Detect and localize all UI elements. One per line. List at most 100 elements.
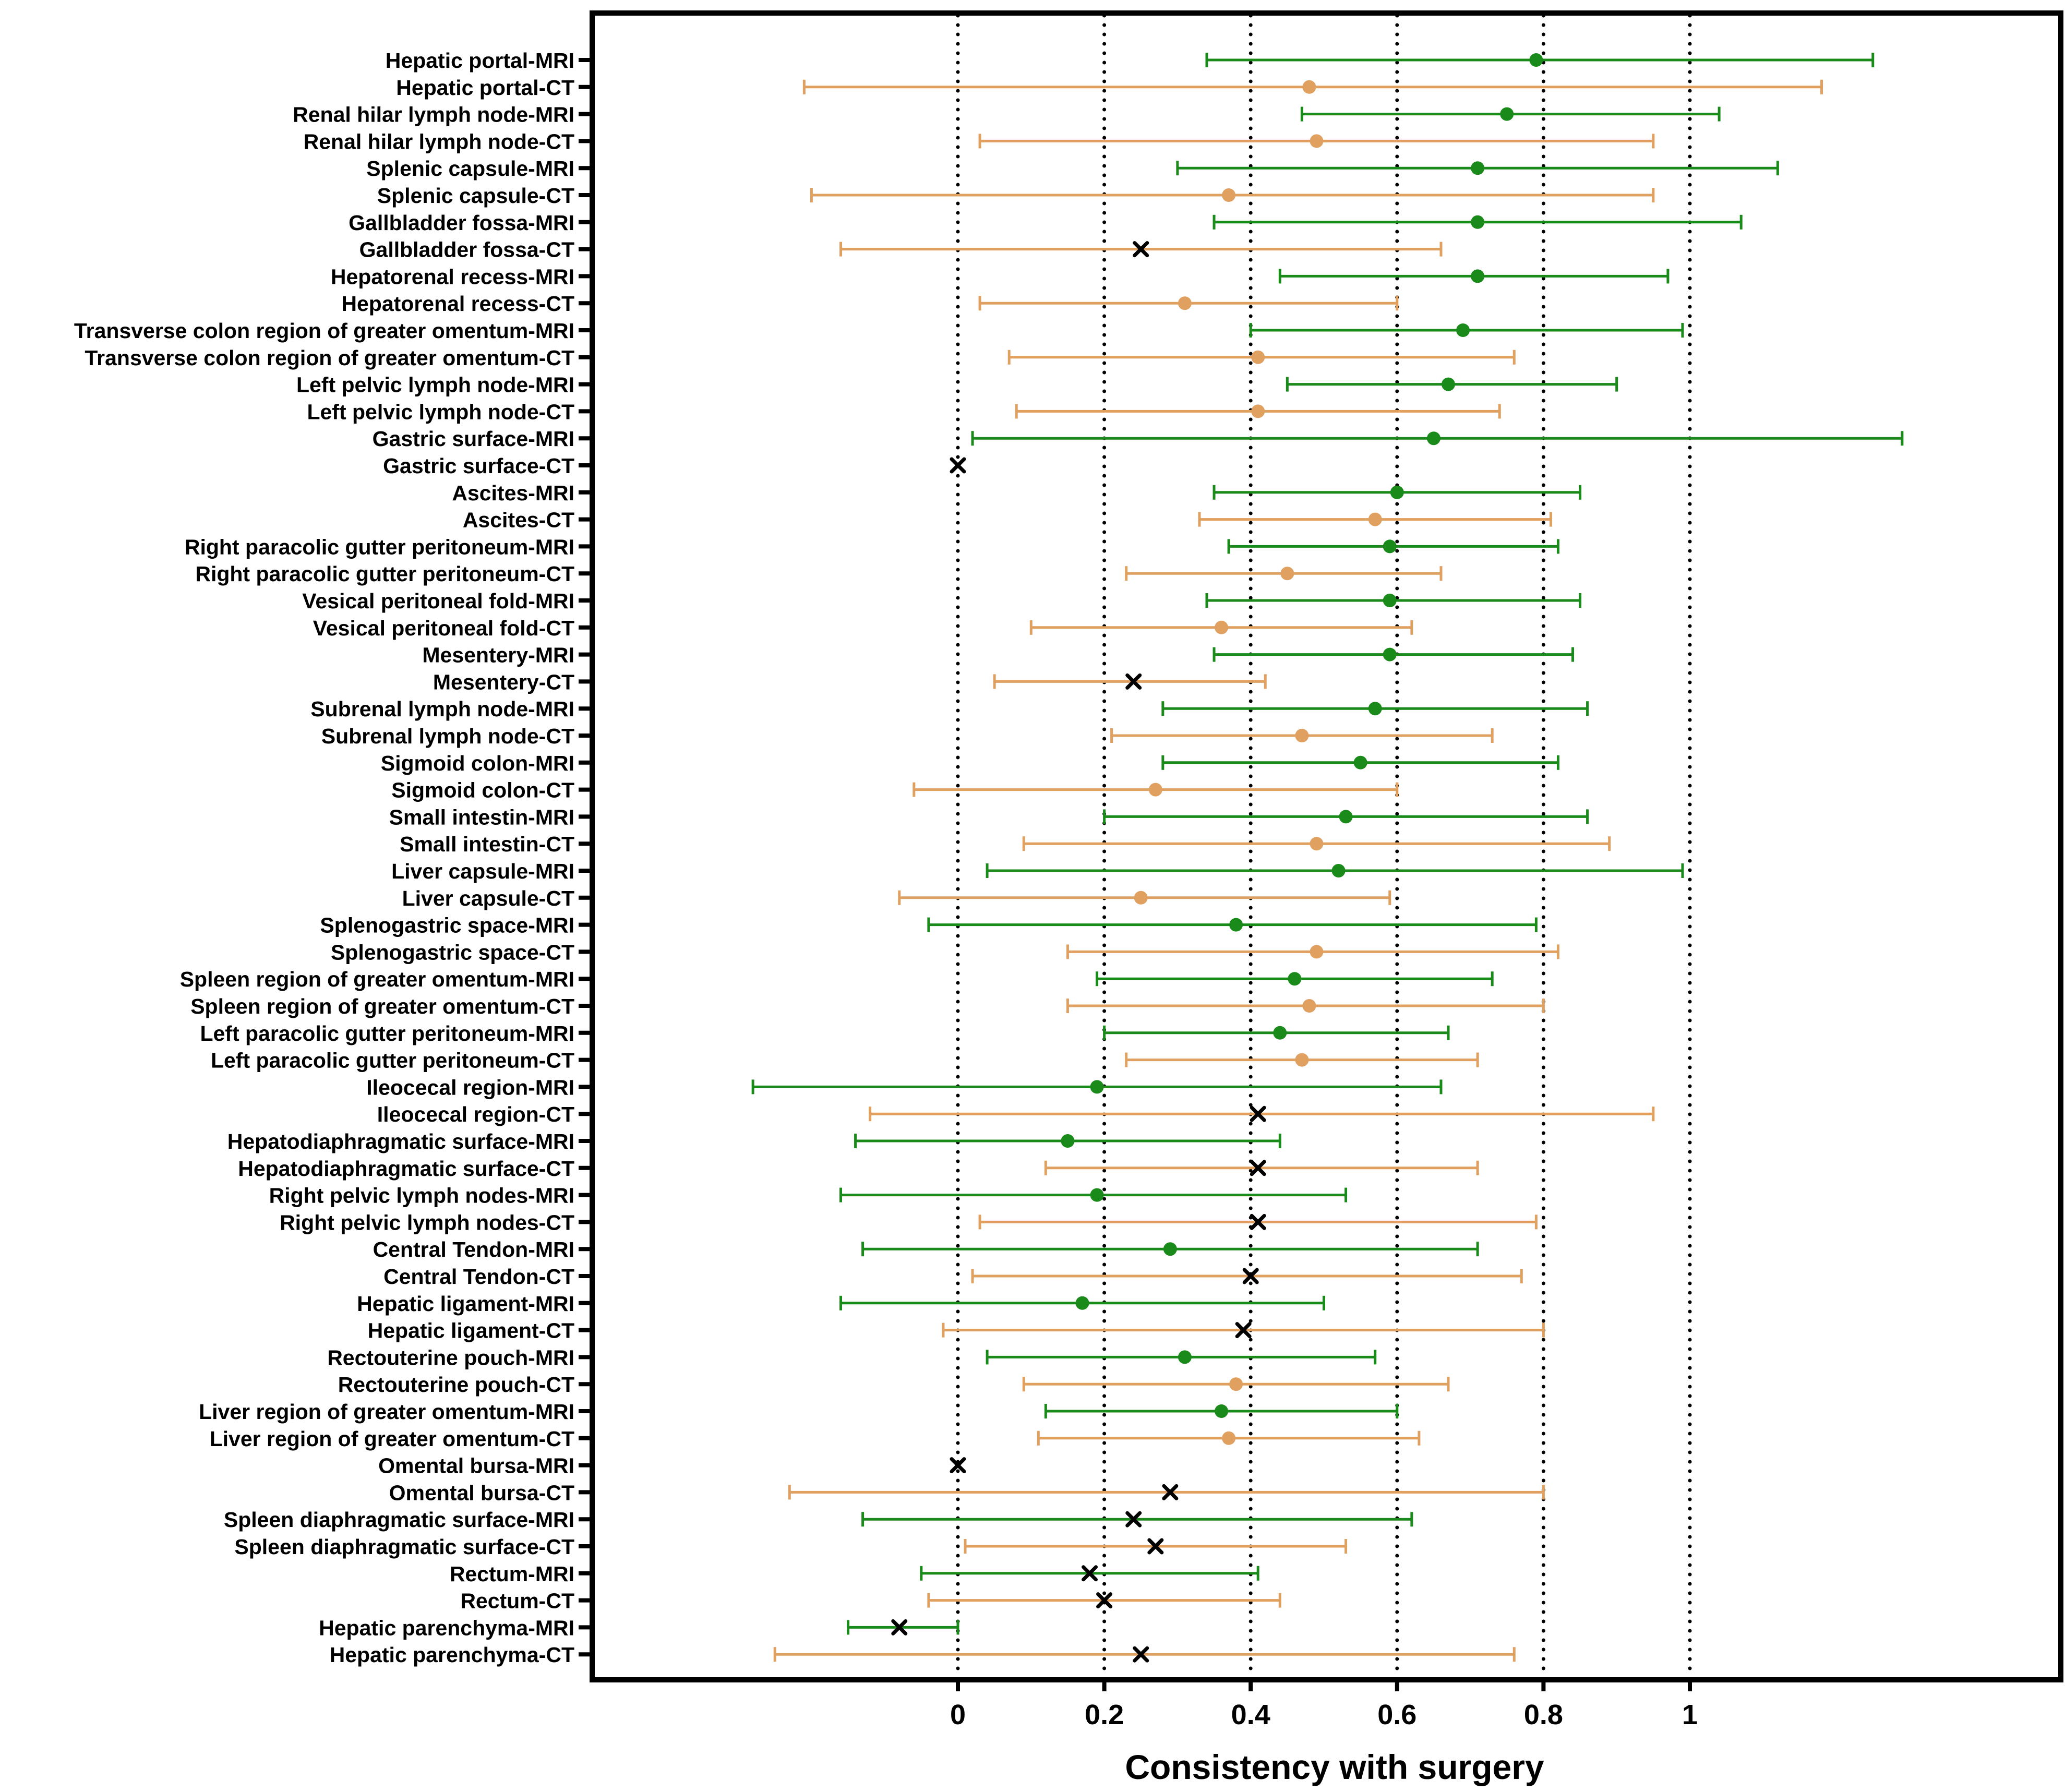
point-estimate-dot [1295,1053,1309,1067]
point-estimate-dot [1251,404,1265,418]
row-label: Omental bursa-CT [389,1481,574,1505]
row-label: Hepatodiaphragmatic surface-CT [238,1157,574,1181]
point-estimate-dot [1061,1134,1075,1148]
point-estimate-dot [1442,377,1456,391]
row-label: Subrenal lymph node-CT [321,724,574,748]
point-estimate-dot [1310,837,1324,851]
point-estimate-dot [1383,647,1397,662]
row-label: Rectum-CT [460,1589,574,1613]
point-estimate-x [1133,1646,1149,1663]
row-label: Hepatorenal recess-CT [341,292,574,316]
x-stroke [1242,1268,1259,1284]
row-label: Hepatic ligament-MRI [357,1292,574,1316]
row-label: Hepatic ligament-CT [368,1319,574,1343]
point-estimate-x [1250,1213,1266,1230]
row-label: Spleen region of greater omentum-MRI [180,967,574,991]
row-label: Gastric surface-MRI [373,427,574,451]
point-estimate-x [1096,1592,1113,1609]
row-label: Rectum-MRI [450,1562,574,1586]
point-estimate-dot [1390,485,1404,499]
point-estimate-dot [1178,1350,1192,1364]
point-estimate-dot [1471,269,1485,283]
row-label: Splenogastric space-CT [331,940,574,964]
point-estimate-dot [1310,134,1324,148]
row-label: Ascites-CT [463,508,574,532]
x-stroke [1133,1646,1149,1663]
x-stroke [1250,1213,1266,1230]
row-label: Sigmoid colon-CT [391,778,574,802]
row-label: Hepatic parenchyma-CT [330,1643,574,1667]
point-estimate-dot [1075,1296,1089,1310]
x-stroke [950,457,966,474]
x-stroke [1162,1484,1179,1500]
row-label: Sigmoid colon-MRI [381,751,574,775]
row-label: Splenic capsule-MRI [366,157,574,181]
x-stroke [1096,1592,1113,1609]
row-label: Central Tendon-MRI [373,1237,574,1261]
row-label: Liver region of greater omentum-CT [210,1427,574,1451]
point-estimate-x [1250,1105,1266,1122]
x-stroke [891,1619,908,1635]
row-label: Right pelvic lymph nodes-CT [280,1210,574,1234]
x-stroke [950,1457,966,1474]
row-label: Ileocecal region-CT [377,1102,574,1126]
row-label: Left paracolic gutter peritoneum-CT [211,1049,574,1073]
row-label: Omental bursa-MRI [378,1454,574,1478]
point-estimate-dot [1288,972,1302,986]
point-estimate-dot [1215,620,1229,634]
point-estimate-dot [1302,999,1316,1013]
point-estimate-x [1125,1511,1142,1528]
row-label: Small intestin-MRI [389,805,574,829]
point-estimate-dot [1310,945,1324,959]
row-label: Central Tendon-CT [383,1265,574,1289]
row-label: Renal hilar lymph node-MRI [293,103,574,127]
point-estimate-dot [1229,918,1243,932]
x-stroke [1125,673,1142,690]
row-label: Hepatic parenchyma-MRI [319,1616,574,1640]
point-estimate-dot [1383,594,1397,607]
row-label: Gallbladder fossa-MRI [349,211,574,235]
point-estimate-dot [1148,783,1162,797]
row-label: Right paracolic gutter peritoneum-CT [195,562,574,586]
row-label: Small intestin-CT [400,832,574,856]
x-tick-label: 0.4 [1231,1699,1270,1730]
point-estimate-dot [1339,810,1353,824]
row-label: Liver capsule-CT [402,886,574,910]
point-estimate-dot [1280,567,1294,581]
point-estimate-x [1242,1268,1259,1284]
row-label: Left pelvic lymph node-MRI [296,373,574,397]
point-estimate-dot [1529,53,1543,67]
point-estimate-dot [1368,512,1382,526]
row-label: Hepatorenal recess-MRI [331,264,574,288]
point-estimate-dot [1090,1080,1104,1094]
point-estimate-dot [1456,323,1470,337]
point-estimate-dot [1353,755,1367,769]
row-label: Ileocecal region-MRI [366,1075,574,1099]
x-stroke [1125,1511,1142,1528]
row-label: Mesentery-MRI [422,643,574,667]
row-label: Hepatic portal-CT [396,76,574,100]
point-estimate-dot [1090,1188,1104,1202]
reference-lines [956,14,1692,1679]
row-label: Liver capsule-MRI [391,859,574,883]
x-tick-label: 0.6 [1377,1699,1416,1730]
point-estimate-dot [1222,188,1236,202]
x-axis-title: Consistency with surgery [1125,1748,1544,1786]
point-estimate-dot [1222,1431,1236,1445]
row-label: Left pelvic lymph node-CT [307,400,574,424]
point-estimate-x [891,1619,908,1635]
point-estimate-dot [1302,80,1316,94]
x-stroke [1133,241,1149,258]
row-label: Spleen region of greater omentum-CT [190,994,574,1018]
point-estimate-x [1162,1484,1179,1500]
row-label: Rectouterine pouch-MRI [327,1345,574,1369]
row-label: Right pelvic lymph nodes-MRI [269,1184,574,1208]
point-estimates [891,53,1543,1663]
row-label: Liver region of greater omentum-MRI [199,1400,574,1424]
row-label: Transverse colon region of greater oment… [85,346,574,370]
x-stroke [1235,1322,1252,1339]
row-label: Ascites-MRI [452,481,574,505]
point-estimate-x [1235,1322,1252,1339]
